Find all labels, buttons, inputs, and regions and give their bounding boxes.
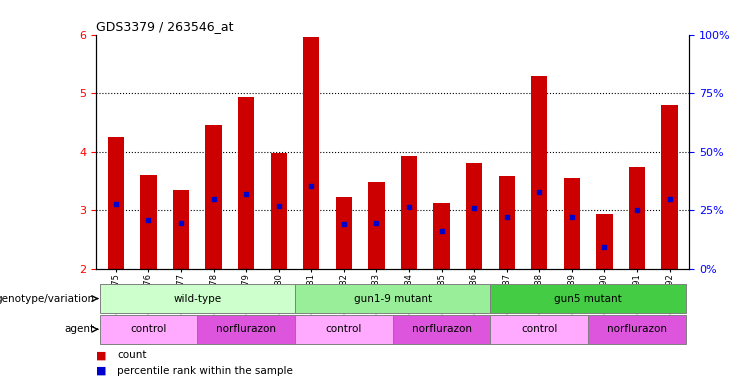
- Bar: [531, 76, 548, 269]
- Bar: [597, 214, 613, 269]
- Text: percentile rank within the sample: percentile rank within the sample: [117, 366, 293, 376]
- Text: control: control: [326, 324, 362, 334]
- Text: gun5 mutant: gun5 mutant: [554, 293, 622, 304]
- Bar: [336, 197, 352, 269]
- Text: gun1-9 mutant: gun1-9 mutant: [353, 293, 432, 304]
- Bar: [499, 176, 515, 269]
- Bar: [466, 164, 482, 269]
- Text: ■: ■: [96, 350, 107, 360]
- Bar: [491, 284, 686, 313]
- Bar: [303, 38, 319, 269]
- Bar: [99, 315, 197, 344]
- Bar: [205, 125, 222, 269]
- Bar: [368, 182, 385, 269]
- Bar: [99, 284, 295, 313]
- Bar: [173, 190, 189, 269]
- Bar: [295, 315, 393, 344]
- Bar: [564, 178, 580, 269]
- Text: wild-type: wild-type: [173, 293, 222, 304]
- Bar: [238, 97, 254, 269]
- Bar: [393, 315, 491, 344]
- Text: genotype/variation: genotype/variation: [0, 293, 95, 304]
- Text: control: control: [130, 324, 167, 334]
- Bar: [270, 153, 287, 269]
- Text: control: control: [521, 324, 557, 334]
- Bar: [588, 315, 686, 344]
- Bar: [433, 203, 450, 269]
- Text: GDS3379 / 263546_at: GDS3379 / 263546_at: [96, 20, 234, 33]
- Bar: [662, 105, 678, 269]
- Bar: [107, 137, 124, 269]
- Text: count: count: [117, 350, 147, 360]
- Bar: [295, 284, 491, 313]
- Bar: [140, 175, 156, 269]
- Text: agent: agent: [64, 324, 95, 334]
- Bar: [401, 156, 417, 269]
- Text: norflurazon: norflurazon: [216, 324, 276, 334]
- Bar: [629, 167, 645, 269]
- Text: norflurazon: norflurazon: [607, 324, 667, 334]
- Bar: [197, 315, 295, 344]
- Text: norflurazon: norflurazon: [411, 324, 471, 334]
- Bar: [491, 315, 588, 344]
- Text: ■: ■: [96, 366, 107, 376]
